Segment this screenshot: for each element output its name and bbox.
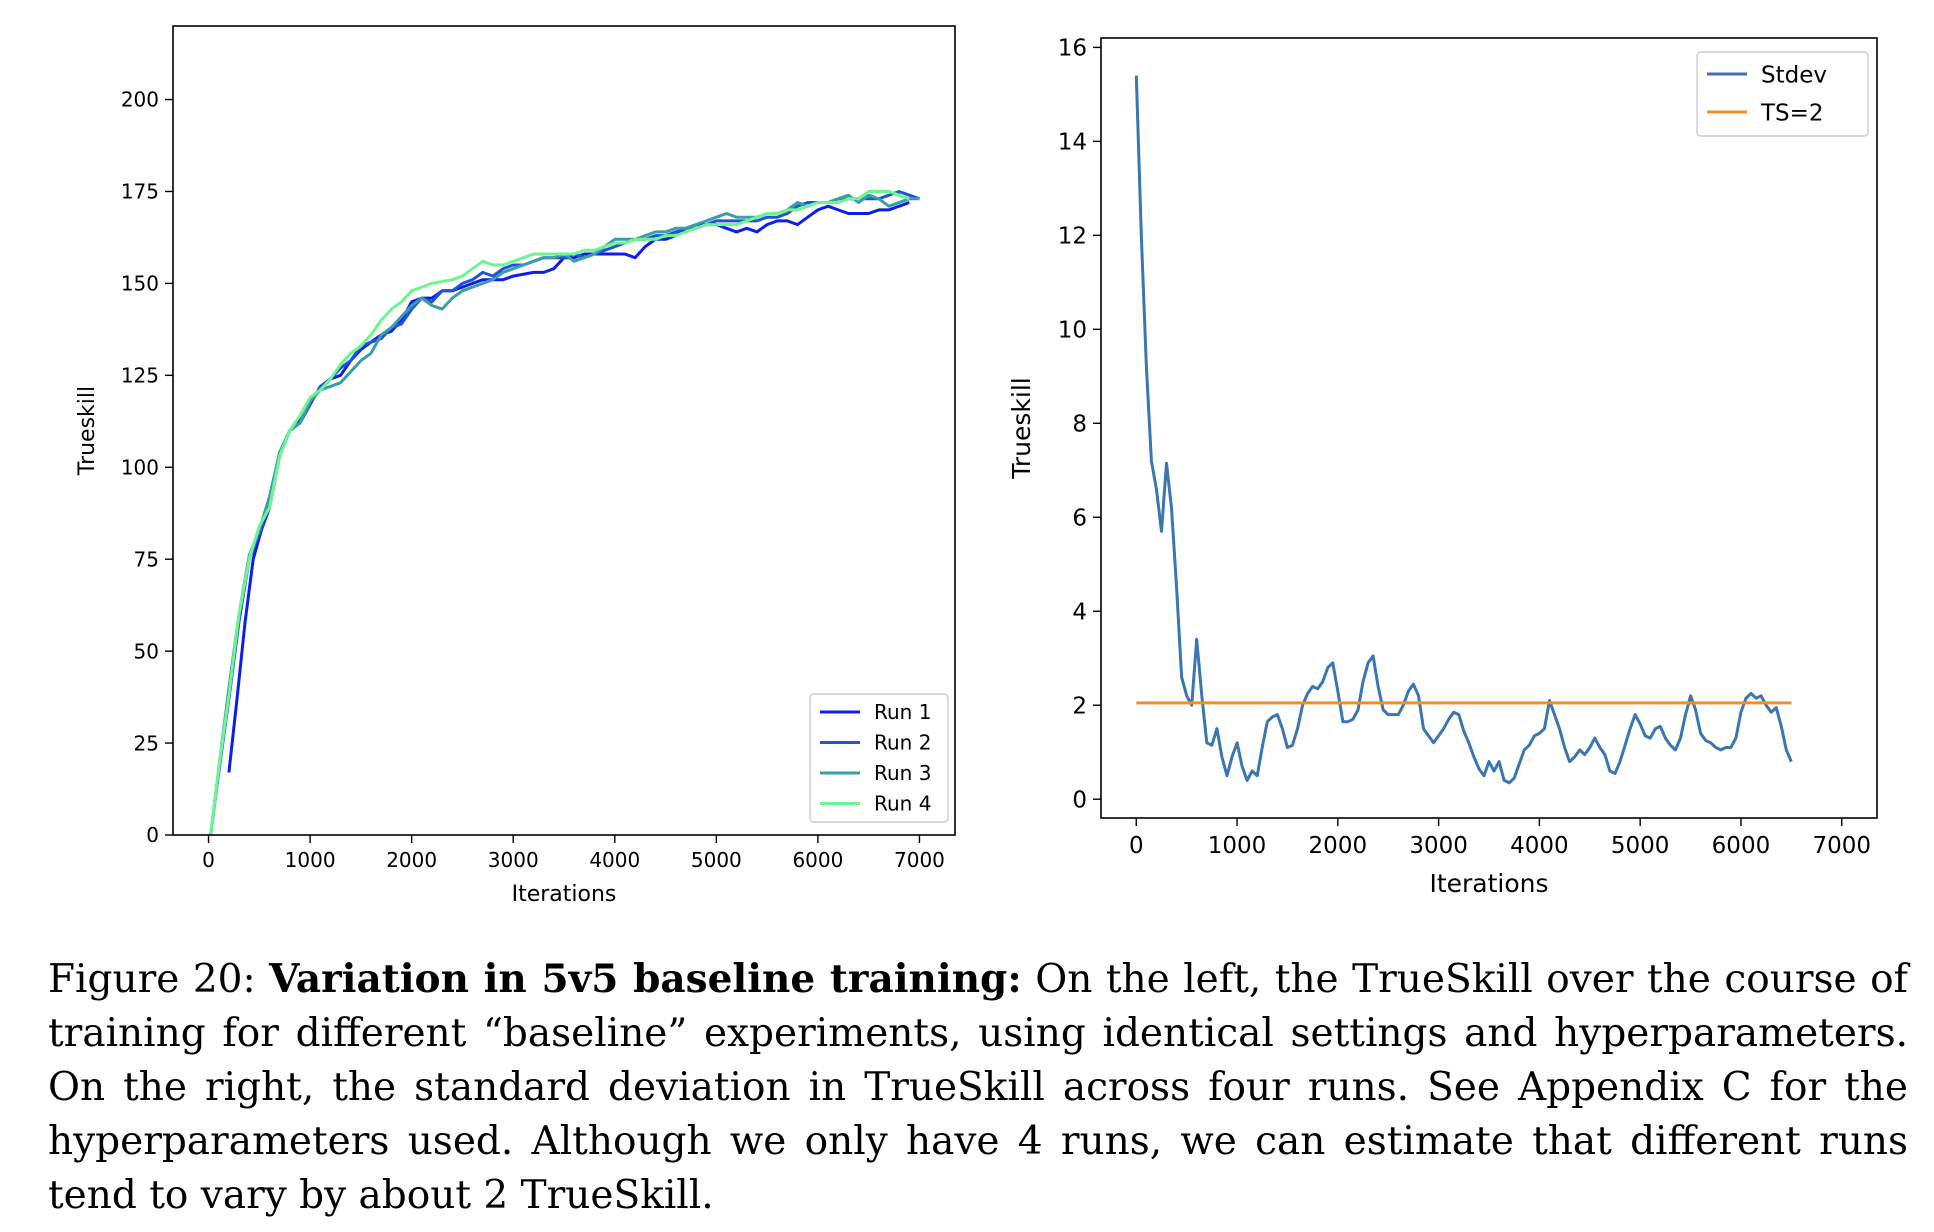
left-y-tick-label: 150 <box>121 272 159 296</box>
left-legend-label-4: Run 4 <box>874 792 931 816</box>
left-y-tick-label: 25 <box>134 731 159 755</box>
left-y-tick-label: 50 <box>134 639 159 663</box>
left-x-tick-label: 2000 <box>386 848 437 872</box>
caption-title: Variation in 5v5 baseline training: <box>269 956 1022 1002</box>
right-x-tick-label: 1000 <box>1208 833 1267 859</box>
right-y-tick-label: 6 <box>1072 506 1087 532</box>
right-x-axis-label: Iterations <box>1429 869 1548 898</box>
left-x-tick-label: 0 <box>202 848 215 872</box>
left-y-tick-label: 125 <box>121 364 159 388</box>
left-legend-label-1: Run 1 <box>874 700 931 724</box>
right-x-tick-label: 6000 <box>1712 833 1771 859</box>
right-x-tick-label: 0 <box>1129 833 1144 859</box>
left-y-axis-label: Trueskill <box>75 386 100 476</box>
left-legend-box <box>809 693 949 823</box>
right-legend: Stdev TS=2 <box>1696 51 1869 137</box>
figure-caption: Figure 20: Variation in 5v5 baseline tra… <box>48 952 1908 1223</box>
left-x-tick-label: 7000 <box>894 848 945 872</box>
left-chart: 0 1000 2000 3000 4000 5000 6000 7000 0 25 50 75 100 1… <box>75 25 956 907</box>
right-x-tick-label: 4000 <box>1510 833 1569 859</box>
left-y-tick-label: 200 <box>121 88 159 112</box>
right-legend-label-1: Stdev <box>1761 62 1827 88</box>
left-x-tick-label: 6000 <box>792 848 843 872</box>
right-x-tick-label: 2000 <box>1309 833 1368 859</box>
right-series-line-1 <box>1134 75 1793 785</box>
left-x-axis-label: Iterations <box>512 882 617 907</box>
left-x-tick-label: 1000 <box>285 848 336 872</box>
caption-text: On the left, the TrueSkill over the cour… <box>48 957 1908 1218</box>
left-y-tick-label: 0 <box>146 823 159 847</box>
right-legend-label-2: TS=2 <box>1760 100 1824 126</box>
right-chart: 0 1000 2000 3000 4000 5000 6000 7000 0 2 4 6 8 10 12 14… <box>1007 36 1878 898</box>
right-y-tick-label: 4 <box>1072 600 1087 626</box>
left-legend: Run 1 Run 2 Run 3 Run 4 <box>809 693 949 823</box>
left-legend-label-2: Run 2 <box>874 731 931 755</box>
right-x-tick-label: 3000 <box>1409 833 1468 859</box>
right-x-tick-label: 5000 <box>1611 833 1670 859</box>
left-x-tick-label: 4000 <box>589 848 640 872</box>
right-y-tick-label: 16 <box>1058 36 1087 62</box>
left-y-tick-label: 175 <box>121 180 159 204</box>
left-series-line-1 <box>227 201 910 773</box>
left-x-tick-label: 3000 <box>488 848 539 872</box>
right-y-tick-label: 2 <box>1072 694 1087 720</box>
right-x-tick-label: 7000 <box>1812 833 1871 859</box>
left-y-tick-label: 75 <box>134 547 159 571</box>
right-y-tick-label: 12 <box>1058 224 1087 250</box>
left-x-tick-label: 5000 <box>691 848 742 872</box>
right-y-tick-label: 14 <box>1058 130 1087 156</box>
caption-label: Figure 20: <box>48 957 256 1002</box>
left-legend-label-3: Run 3 <box>874 761 931 785</box>
right-y-tick-label: 10 <box>1058 318 1087 344</box>
left-series-line-4 <box>209 190 910 836</box>
right-y-axis-label: Trueskill <box>1007 377 1036 479</box>
left-axes-frame <box>172 25 956 836</box>
left-y-tick-label: 100 <box>121 455 159 479</box>
right-y-tick-label: 8 <box>1072 412 1087 438</box>
right-y-tick-label: 0 <box>1072 787 1087 813</box>
right-axes-frame <box>1100 37 1878 819</box>
